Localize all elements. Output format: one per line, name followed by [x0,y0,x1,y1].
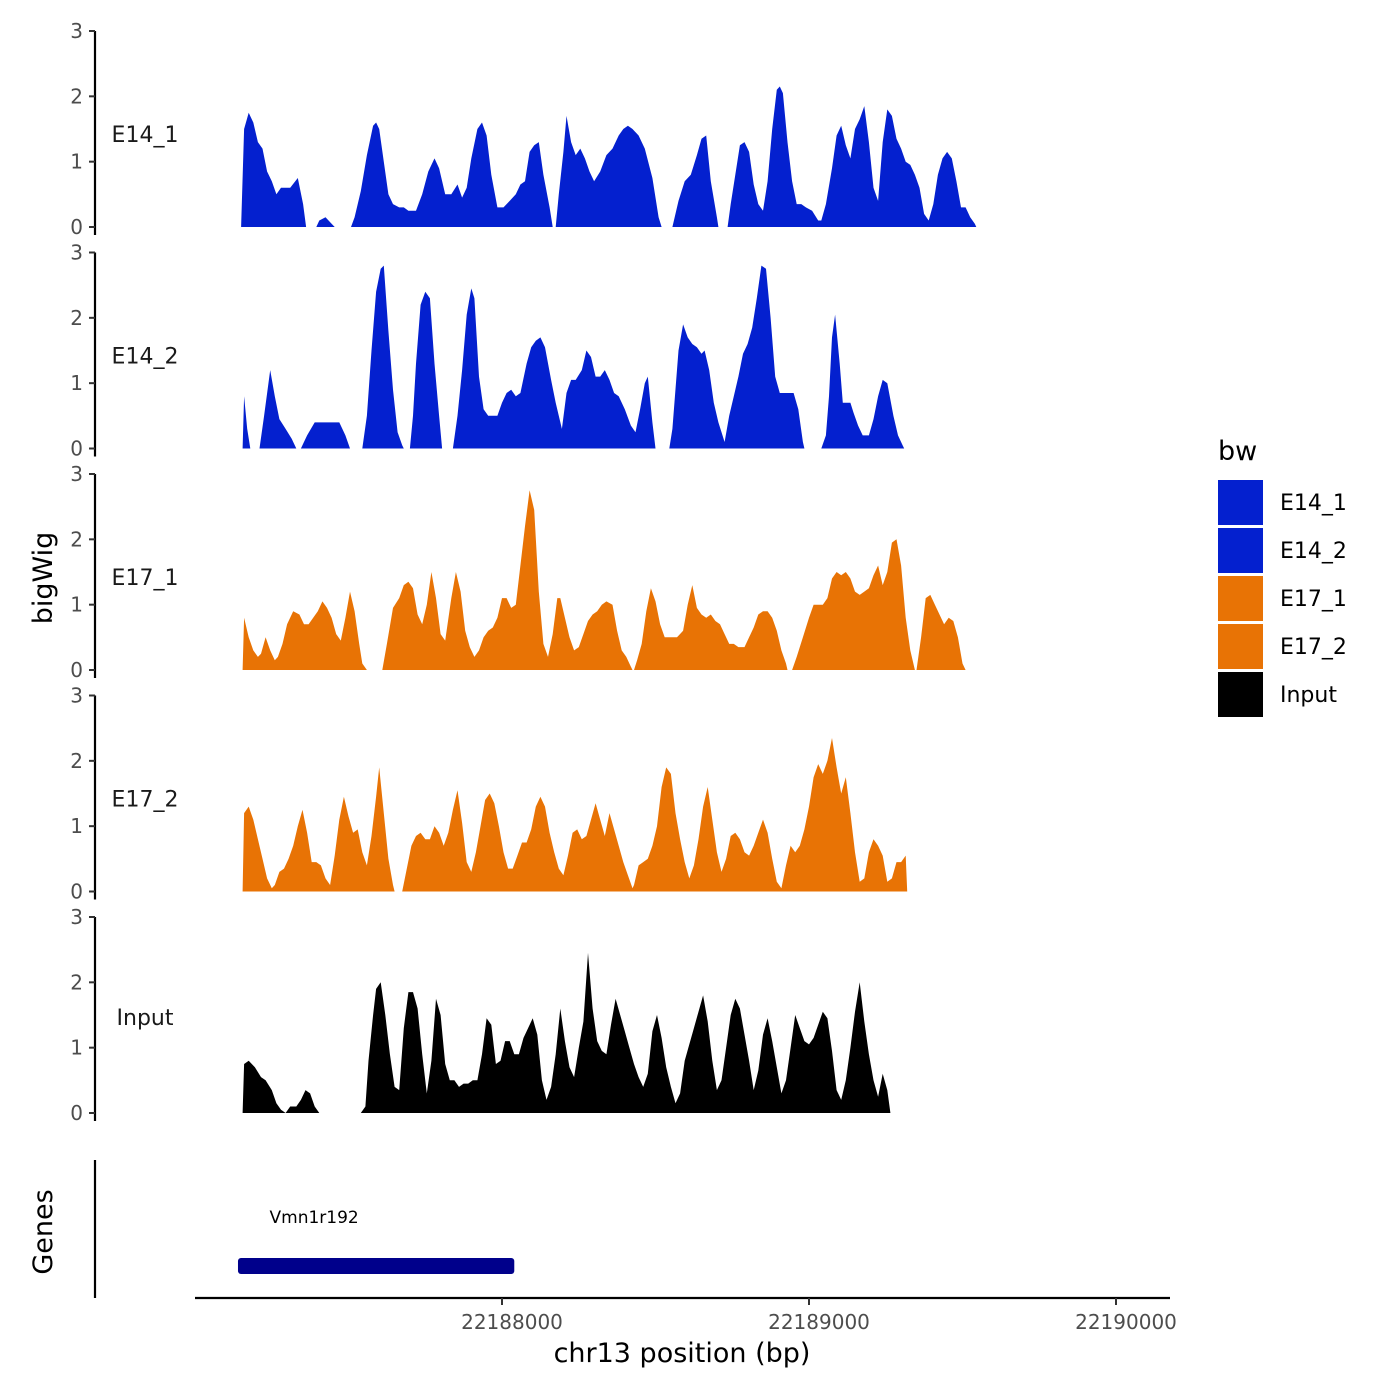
legend-swatch [1218,528,1263,573]
track-E14_1: 0 1 2 3 E14_1 [70,19,977,239]
tracks-group: 0 1 2 3 E14_1 0 1 2 3 E14_2 0 1 2 3 E17_1 0 1 2 3 E17_2 0 1 2 3… [70,19,977,1125]
y-tick-label: 1 [70,371,83,395]
genes-axis-title: Genes [28,1189,59,1274]
y-tick-label: 2 [70,84,83,108]
legend-label: E17_2 [1280,635,1347,660]
y-tick-label: 3 [70,684,83,708]
track-label: E17_2 [112,788,179,813]
y-axis-title: bigWig [28,532,59,625]
genes-panel: Genes Vmn1r192 [28,1160,515,1298]
x-tick-label: 22189000 [768,1310,870,1334]
gene-bar [237,1258,515,1274]
y-tick-label: 2 [70,970,83,994]
legend-label: E14_2 [1280,539,1347,564]
x-axis-title: chr13 position (bp) [554,1338,811,1369]
track-label: E14_2 [112,345,179,370]
y-tick-label: 1 [70,150,83,174]
x-tick-label: 22188000 [461,1310,563,1334]
y-tick-label: 2 [70,306,83,330]
track-E14_2: 0 1 2 3 E14_2 [70,241,905,461]
y-tick-label: 0 [70,658,83,682]
y-tick-label: 2 [70,527,83,551]
y-tick-label: 1 [70,814,83,838]
x-tick-label: 22190000 [1075,1310,1177,1334]
legend-swatch [1218,624,1263,669]
coverage-area-Input [242,952,891,1113]
track-E17_1: 0 1 2 3 E17_1 [70,462,966,682]
y-tick-label: 3 [70,241,83,265]
legend-label: E17_1 [1280,587,1347,612]
legend-swatch [1218,576,1263,621]
coverage-area-E14_2 [242,265,905,449]
y-tick-label: 3 [70,462,83,486]
legend-swatch [1218,672,1263,717]
track-Input: 0 1 2 3 Input [70,905,891,1125]
legend-title: bw [1218,436,1257,467]
gene-label: Vmn1r192 [270,1208,359,1228]
track-label: E14_1 [112,123,179,148]
y-tick-label: 3 [70,19,83,43]
track-E17_2: 0 1 2 3 E17_2 [70,684,908,904]
y-tick-label: 2 [70,749,83,773]
legend: bw E14_1 E14_2 E17_1 E17_2 Input [1218,436,1347,717]
coverage-area-E14_1 [241,86,977,227]
coverage-area-E17_2 [242,738,908,892]
y-tick-label: 3 [70,905,83,929]
track-label: E17_1 [112,566,179,591]
legend-label: Input [1280,683,1337,708]
y-tick-label: 0 [70,437,83,461]
y-tick-label: 1 [70,593,83,617]
legend-label: E14_1 [1280,491,1347,516]
y-tick-label: 0 [70,1101,83,1125]
coverage-area-E17_1 [242,490,966,670]
track-label: Input [117,1006,174,1031]
y-tick-label: 0 [70,880,83,904]
y-tick-label: 0 [70,215,83,239]
x-axis: chr13 position (bp) 22188000 22189000 2219… [195,1296,1177,1369]
legend-swatch [1218,480,1263,525]
y-tick-label: 1 [70,1036,83,1060]
